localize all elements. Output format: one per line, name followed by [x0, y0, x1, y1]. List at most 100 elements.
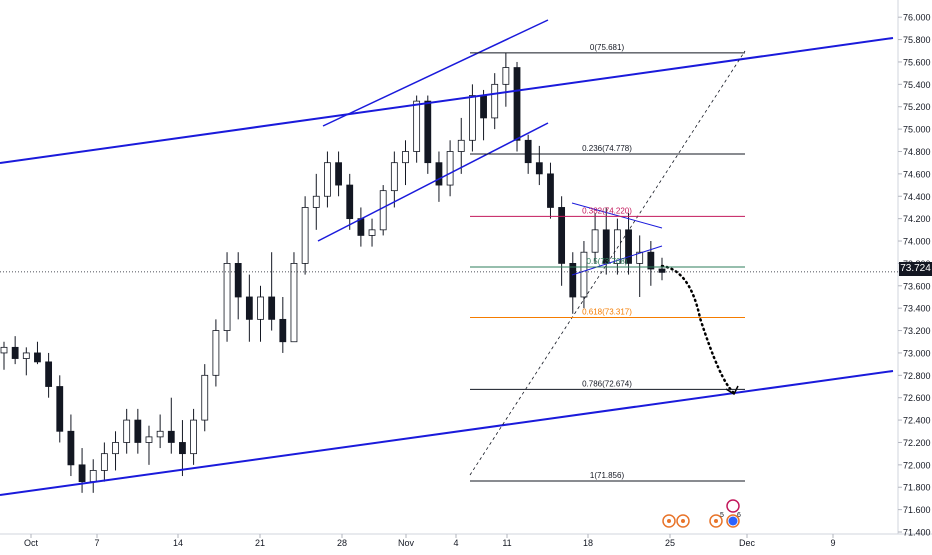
- x-tick-label: 18: [583, 538, 593, 548]
- y-tick-label: 73.200: [903, 326, 931, 336]
- x-tick-label: 25: [665, 538, 675, 548]
- fib-level-label: 0.5(73.768): [587, 257, 628, 266]
- candle: [22, 347, 30, 376]
- fib-level-label: 0.786(72.674): [582, 379, 632, 388]
- candle: [201, 364, 209, 432]
- candle-body-up: [0, 346, 8, 354]
- candle: [112, 431, 119, 471]
- candle-body-down: [45, 361, 53, 387]
- event-marker-dot: [714, 519, 718, 523]
- candle: [368, 218, 376, 247]
- candle: [446, 140, 454, 197]
- projection-arrowhead: [725, 385, 739, 396]
- y-tick-label: 74.200: [903, 214, 931, 224]
- event-marker[interactable]: [662, 514, 676, 528]
- candle: [379, 185, 387, 236]
- candle: [535, 145, 543, 186]
- fib-level-label: 0(75.681): [590, 43, 625, 52]
- candle-body-up: [212, 330, 220, 376]
- y-tick-label: 71.800: [903, 483, 931, 493]
- candle: [45, 352, 53, 398]
- event-marker[interactable]: 5: [709, 512, 724, 528]
- candle: [100, 442, 108, 482]
- y-tick-label: 72.000: [903, 460, 931, 470]
- y-tick-label: 75.000: [903, 125, 931, 135]
- candle: [123, 408, 131, 454]
- candle-body-up: [112, 442, 119, 455]
- candle-body-down: [268, 296, 276, 320]
- candle-body-down: [647, 251, 655, 270]
- candle: [591, 213, 599, 264]
- candle: [245, 274, 253, 342]
- candle-body-up: [100, 453, 108, 471]
- y-tick-label: 72.800: [903, 371, 931, 381]
- candle: [625, 213, 632, 275]
- candle-body-up: [223, 263, 231, 331]
- candle: [56, 375, 64, 443]
- fib-diagonal: [469, 50, 746, 476]
- y-tick-label: 72.200: [903, 438, 931, 448]
- candle: [134, 408, 142, 454]
- y-tick-label: 74.400: [903, 192, 931, 202]
- candle-body-up: [156, 430, 164, 438]
- candle-body-up: [580, 251, 588, 298]
- candle-body-down: [547, 173, 554, 208]
- current-price-badge: 73.724: [899, 262, 932, 276]
- rising-wedge-lower: [317, 122, 549, 242]
- candle-body-up: [613, 229, 621, 264]
- candle-body-down: [480, 95, 487, 119]
- candle-body-up: [502, 67, 510, 85]
- candle: [290, 252, 298, 343]
- event-marker-dot: [681, 519, 685, 523]
- candle-body-up: [290, 263, 298, 343]
- candle-body-up: [257, 296, 264, 320]
- trend-line-lower: [0, 370, 894, 496]
- candle: [78, 448, 86, 493]
- x-tick-label: 4: [453, 538, 458, 548]
- candle: [179, 420, 186, 477]
- candle-body-up: [22, 352, 30, 359]
- candle: [257, 285, 264, 342]
- candle: [0, 341, 8, 370]
- y-tick-label: 73.000: [903, 348, 931, 358]
- candle: [513, 61, 521, 152]
- candle-body-up: [413, 100, 421, 152]
- candle: [569, 252, 577, 314]
- candle-body-up: [145, 436, 153, 443]
- candle-body-down: [535, 162, 543, 175]
- candle: [636, 235, 644, 297]
- candle-body-up: [491, 83, 499, 119]
- candle: [167, 397, 175, 454]
- candle-body-up: [368, 229, 376, 236]
- candle-body-up: [190, 419, 197, 455]
- candle-body-down: [357, 218, 365, 236]
- candle-body-down: [56, 386, 64, 432]
- candle: [457, 117, 465, 174]
- candle: [435, 151, 443, 202]
- candle-body-up: [324, 162, 331, 197]
- candle-body-down: [435, 162, 443, 186]
- y-tick-label: 72.600: [903, 393, 931, 403]
- candle-body-down: [658, 268, 666, 273]
- candle: [89, 459, 97, 493]
- candle-body-down: [67, 430, 75, 466]
- triangle-upper: [571, 202, 663, 229]
- candle: [156, 414, 164, 449]
- x-tick-label: Nov: [398, 538, 415, 548]
- candle-body-down: [524, 139, 532, 164]
- candle-body-up: [89, 470, 97, 483]
- candle-body-down: [78, 464, 86, 483]
- y-tick-label: 75.600: [903, 57, 931, 67]
- candle-body-up: [636, 251, 644, 264]
- candle-body-up: [446, 151, 454, 186]
- earnings-icon: [728, 516, 738, 526]
- candle: [312, 173, 320, 230]
- candle: [11, 336, 19, 365]
- candle: [234, 252, 242, 320]
- candle-body-up: [390, 162, 398, 192]
- candle: [67, 414, 75, 477]
- candle: [301, 196, 309, 275]
- event-marker[interactable]: [676, 514, 690, 528]
- x-tick-label: Dec: [739, 538, 756, 548]
